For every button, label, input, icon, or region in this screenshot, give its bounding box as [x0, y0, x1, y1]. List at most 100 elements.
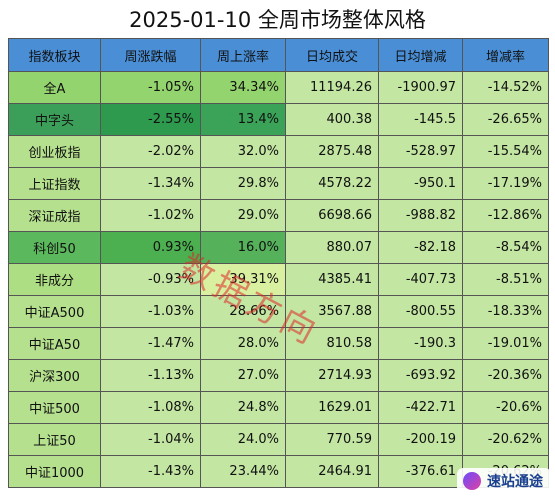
cell: 中证1000 [8, 455, 101, 488]
cell: -1900.97 [378, 71, 463, 104]
row: 中证500 -1.08% 24.8% 1629.01 -422.71 -20.6% [8, 391, 549, 424]
cell: -1.43% [100, 455, 201, 488]
cell: -1.03% [100, 295, 201, 328]
cell: -20.6% [462, 391, 549, 424]
cell: 770.59 [285, 423, 379, 456]
cell: -1.13% [100, 359, 201, 392]
cell: -190.3 [378, 327, 463, 360]
cell: 39.31% [200, 263, 286, 296]
cell: -988.82 [378, 199, 463, 232]
row: 上证指数 -1.34% 29.8% 4578.22 -950.1 -17.19% [8, 167, 549, 200]
cell: 400.38 [285, 103, 379, 136]
cell: 2875.48 [285, 135, 379, 168]
cell: 34.34% [200, 71, 286, 104]
cell: 6698.66 [285, 199, 379, 232]
cell: -407.73 [378, 263, 463, 296]
row: 全A -1.05% 34.34% 11194.26 -1900.97 -14.52% [8, 71, 549, 104]
cell: 非成分 [8, 263, 101, 296]
row: 中证A50 -1.47% 28.0% 810.58 -190.3 -19.01% [8, 327, 549, 360]
cell: -26.65% [462, 103, 549, 136]
cell: -2.02% [100, 135, 201, 168]
cell: 4385.41 [285, 263, 379, 296]
column-header: 周上涨率 [200, 38, 286, 72]
cell: 11194.26 [285, 71, 379, 104]
row: 科创50 0.93% 16.0% 880.07 -82.18 -8.54% [8, 231, 549, 264]
cell: 中证A50 [8, 327, 101, 360]
cell: -82.18 [378, 231, 463, 264]
cell: 32.0% [200, 135, 286, 168]
cell: 24.8% [200, 391, 286, 424]
row: 上证50 -1.04% 24.0% 770.59 -200.19 -20.62% [8, 423, 549, 456]
cell: 2714.93 [285, 359, 379, 392]
cell: -1.08% [100, 391, 201, 424]
cell: 880.07 [285, 231, 379, 264]
row: 中字头 -2.55% 13.4% 400.38 -145.5 -26.65% [8, 103, 549, 136]
logo: 速站通途 [457, 468, 551, 494]
cell: 科创50 [8, 231, 101, 264]
cell: 24.0% [200, 423, 286, 456]
cell: -693.92 [378, 359, 463, 392]
cell: 810.58 [285, 327, 379, 360]
cell: 2464.91 [285, 455, 379, 488]
cell: 27.0% [200, 359, 286, 392]
column-header: 日均增减 [378, 38, 463, 72]
cell: -12.86% [462, 199, 549, 232]
cell: 1629.01 [285, 391, 379, 424]
cell: -1.02% [100, 199, 201, 232]
cell: -14.52% [462, 71, 549, 104]
cell: 全A [8, 71, 101, 104]
cell: 中字头 [8, 103, 101, 136]
cell: -8.51% [462, 263, 549, 296]
cell: -1.05% [100, 71, 201, 104]
cell: 0.93% [100, 231, 201, 264]
cell: 13.4% [200, 103, 286, 136]
cell: 上证指数 [8, 167, 101, 200]
cell: -20.36% [462, 359, 549, 392]
cell: 29.8% [200, 167, 286, 200]
cell: -528.97 [378, 135, 463, 168]
cell: -145.5 [378, 103, 463, 136]
cell: -15.54% [462, 135, 549, 168]
row: 中证A500 -1.03% 28.66% 3567.88 -800.55 -18.33% [8, 295, 549, 328]
cell: 4578.22 [285, 167, 379, 200]
cell: -19.01% [462, 327, 549, 360]
cell: 29.0% [200, 199, 286, 232]
title: 2025-01-10 全周市场整体风格 [129, 8, 426, 32]
column-header: 指数板块 [8, 38, 101, 72]
row: 沪深300 -1.13% 27.0% 2714.93 -693.92 -20.36% [8, 359, 549, 392]
cell: 上证50 [8, 423, 101, 456]
cell: -20.62% [462, 423, 549, 456]
cell: 28.0% [200, 327, 286, 360]
cell: 沪深300 [8, 359, 101, 392]
column-header: 增减率 [462, 38, 549, 72]
cell: 创业板指 [8, 135, 101, 168]
cell: -2.55% [100, 103, 201, 136]
table-body: 全A -1.05% 34.34% 11194.26 -1900.97 -14.52% 中字头… [8, 71, 549, 488]
table: 指数板块 周涨跌幅 周上涨率 日均成交 日均增减 增减率 全A -1.05% 34.34% 11… [8, 38, 549, 488]
cell: 16.0% [200, 231, 286, 264]
cell: -950.1 [378, 167, 463, 200]
cell: -1.34% [100, 167, 201, 200]
cell: 深证成指 [8, 199, 101, 232]
row: 创业板指 -2.02% 32.0% 2875.48 -528.97 -15.54% [8, 135, 549, 168]
cell: -0.93% [100, 263, 201, 296]
row: 深证成指 -1.02% 29.0% 6698.66 -988.82 -12.86% [8, 199, 549, 232]
cell: -17.19% [462, 167, 549, 200]
cell: -8.54% [462, 231, 549, 264]
cell: 23.44% [200, 455, 286, 488]
row: 非成分 -0.93% 39.31% 4385.41 -407.73 -8.51% [8, 263, 549, 296]
header-row: 指数板块 周涨跌幅 周上涨率 日均成交 日均增减 增减率 [8, 38, 549, 72]
cell: -1.04% [100, 423, 201, 456]
cell: 中证A500 [8, 295, 101, 328]
cell: -422.71 [378, 391, 463, 424]
column-header: 周涨跌幅 [100, 38, 201, 72]
cell: -200.19 [378, 423, 463, 456]
cell: -800.55 [378, 295, 463, 328]
cell: -18.33% [462, 295, 549, 328]
cell: 3567.88 [285, 295, 379, 328]
cell: -1.47% [100, 327, 201, 360]
cell: 28.66% [200, 295, 286, 328]
cell: 中证500 [8, 391, 101, 424]
column-header: 日均成交 [285, 38, 379, 72]
